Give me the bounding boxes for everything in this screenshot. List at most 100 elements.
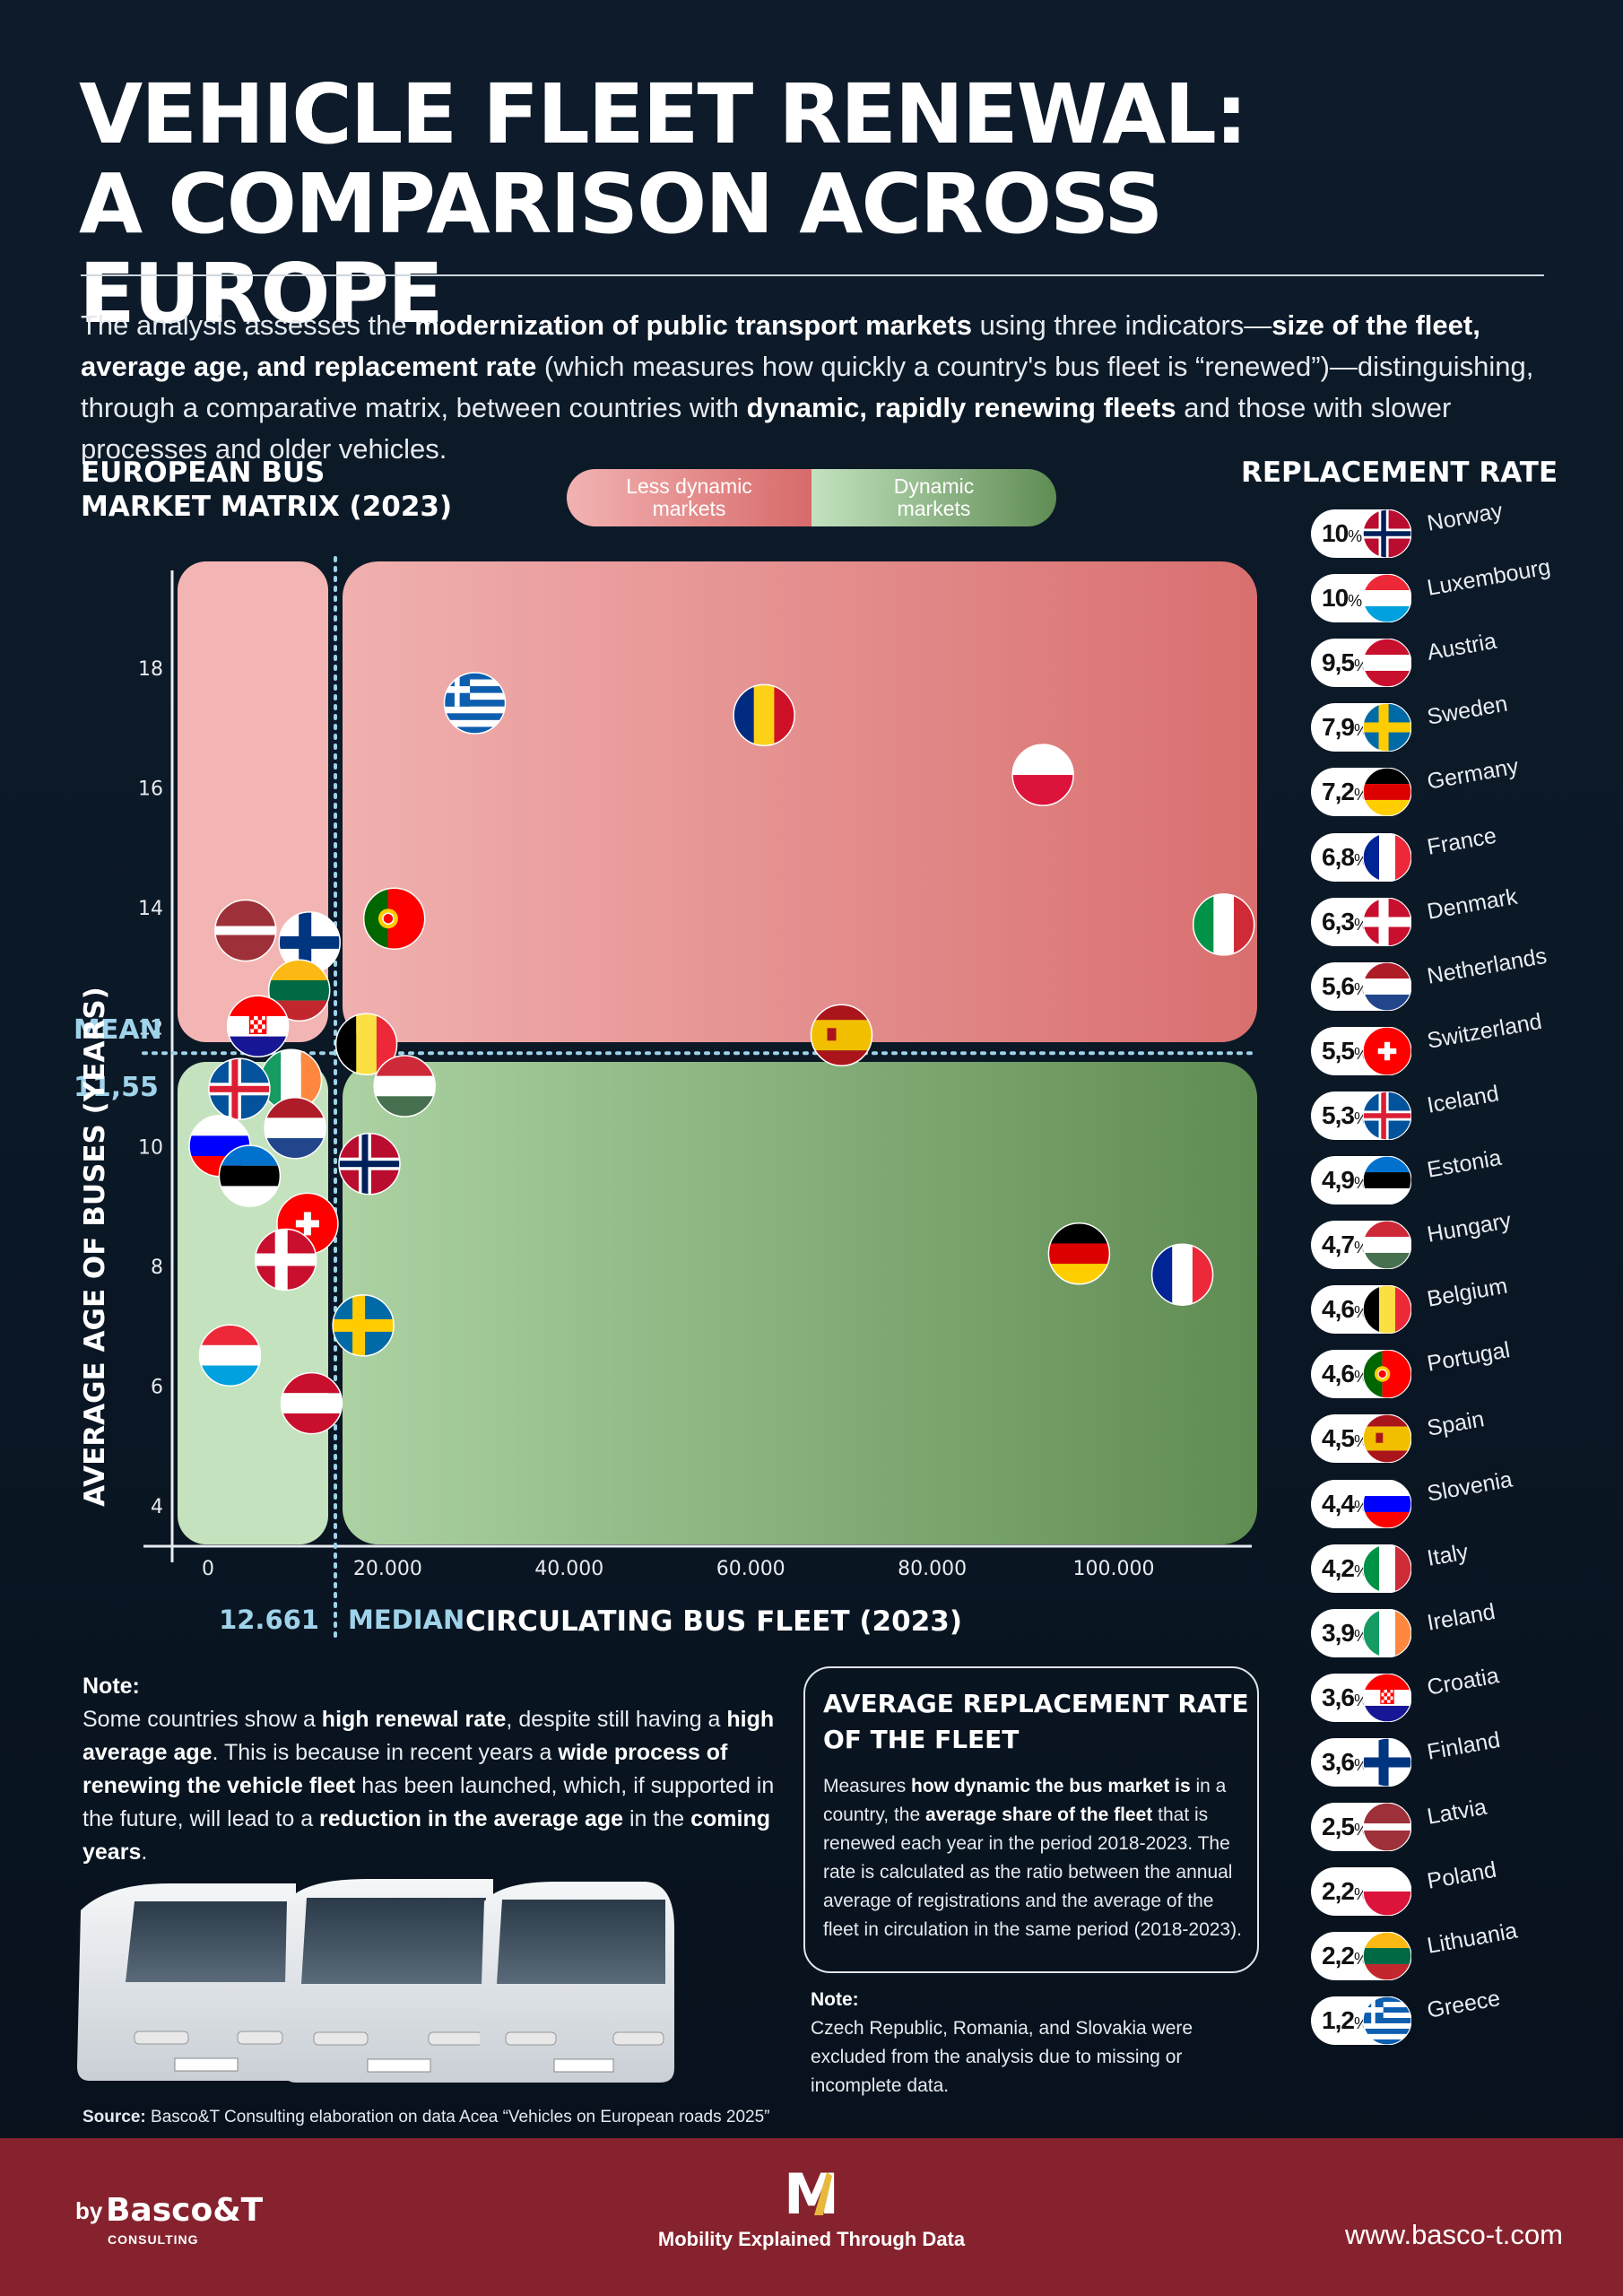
flag-dk-icon bbox=[1363, 897, 1411, 946]
quadrant-top-right bbox=[343, 561, 1257, 1042]
rate-country-name: Poland bbox=[1425, 1857, 1499, 1894]
title-line-1: VEHICLE FLEET RENEWAL: bbox=[79, 66, 1248, 162]
avgbox-description: Measures how dynamic the bus market is i… bbox=[823, 1772, 1245, 1944]
rate-value: 4,9% bbox=[1322, 1166, 1368, 1194]
source-credit: Source: Basco&T Consulting elaboration o… bbox=[82, 2108, 769, 2127]
flag-no-icon bbox=[1363, 509, 1411, 558]
note1-bold: reduction in the average age bbox=[319, 1806, 624, 1831]
note1-text: has been launched, which, if supported i… bbox=[82, 1773, 775, 1831]
x-tick-label: 20.000 bbox=[353, 1558, 422, 1580]
avgbox-text: Measures bbox=[823, 1776, 912, 1796]
point-italy bbox=[1192, 893, 1255, 956]
note-excluded-countries: Note: Czech Republic, Romania, and Slova… bbox=[811, 1986, 1205, 2100]
point-spain bbox=[810, 1004, 873, 1067]
x-tick-labels: 0 20.000 40.000 60.000 80.000 100.000 bbox=[202, 1558, 1154, 1580]
intro-text: and those with slower processes and olde… bbox=[81, 392, 1452, 465]
point-germany bbox=[1047, 1222, 1111, 1285]
avgbox-bold: how dynamic the bus market is bbox=[911, 1776, 1191, 1796]
footer-website: www.basco-t.com bbox=[1345, 2219, 1563, 2250]
rate-country-name: Denmark bbox=[1425, 883, 1520, 925]
replacement-rate-title: REPLACEMENT RATE bbox=[1241, 457, 1558, 489]
flag-gr-icon bbox=[1363, 1996, 1411, 2046]
rate-country-name: Portugal bbox=[1425, 1337, 1513, 1378]
point-romania bbox=[733, 683, 795, 747]
y-tick-label: 4 bbox=[151, 1496, 163, 1518]
avgbox-title-2: OF THE FLEET bbox=[823, 1725, 1020, 1754]
note1-bold: high renewal rate bbox=[321, 1707, 507, 1732]
rate-country-name: Sweden bbox=[1425, 691, 1510, 731]
bus-middle bbox=[283, 1879, 493, 2083]
rate-value: 4,2% bbox=[1322, 1553, 1368, 1582]
note1-bold: coming years bbox=[82, 1806, 771, 1865]
page-title: VEHICLE FLEET RENEWAL: A COMPARISON ACRO… bbox=[79, 70, 1334, 339]
intro-bold: dynamic, rapidly renewing fleets bbox=[746, 392, 1176, 423]
rate-value: 1,2% bbox=[1322, 2006, 1368, 2035]
median-value-label: 12.661 bbox=[219, 1605, 319, 1635]
flag-ch-icon bbox=[1363, 1026, 1411, 1075]
rate-country-name: Netherlands bbox=[1425, 943, 1549, 989]
point-portugal bbox=[362, 887, 426, 950]
y-tick-label: 6 bbox=[151, 1377, 163, 1399]
rate-country-name: Latvia bbox=[1425, 1794, 1489, 1830]
rate-value: 2,5% bbox=[1322, 1813, 1368, 1840]
x-tick-label: 80.000 bbox=[898, 1558, 967, 1580]
point-poland bbox=[1011, 744, 1074, 806]
note1-heading: Note: bbox=[82, 1674, 140, 1699]
rate-value: 10% bbox=[1322, 584, 1362, 613]
flag-at-icon bbox=[1363, 639, 1411, 688]
avgbox-title-1: AVERAGE REPLACEMENT RATE bbox=[823, 1689, 1249, 1718]
matrix-title: EUROPEAN BUS MARKET MATRIX (2023) bbox=[81, 456, 452, 524]
rate-country-name: Spain bbox=[1425, 1406, 1487, 1442]
scatter-chart: 4 6 8 10 12 14 16 18 0 20.000 40.000 60.000 80.000 1… bbox=[74, 556, 1257, 1643]
rate-value: 4,6% bbox=[1322, 1360, 1368, 1388]
m-logo-icon: M bbox=[787, 2163, 836, 2221]
point-iceland bbox=[208, 1057, 271, 1121]
flag-hu-icon bbox=[1363, 1221, 1411, 1270]
rate-country-name: Belgium bbox=[1425, 1273, 1510, 1312]
rate-country-name: Hungary bbox=[1425, 1207, 1514, 1248]
rate-value: 5,6% bbox=[1322, 971, 1368, 1000]
point-estonia bbox=[218, 1144, 282, 1207]
quadrant-bottom-right bbox=[343, 1062, 1257, 1544]
rate-value: 3,6% bbox=[1322, 1683, 1368, 1711]
x-tick-label: 100.000 bbox=[1073, 1558, 1155, 1580]
rate-country-name: Norway bbox=[1425, 498, 1505, 536]
flag-ee-icon bbox=[1363, 1156, 1411, 1205]
intro-text: The analysis assesses the bbox=[81, 309, 415, 341]
point-luxembourg bbox=[198, 1324, 262, 1387]
point-greece bbox=[443, 672, 507, 735]
y-tick-label: 18 bbox=[138, 658, 163, 681]
note1-bold: high average age bbox=[82, 1707, 775, 1765]
y-tick-label: 16 bbox=[138, 778, 163, 800]
x-axis-title: CIRCULATING BUS FLEET (2023) bbox=[465, 1605, 962, 1638]
flag-es-icon bbox=[1363, 1414, 1411, 1464]
point-norway bbox=[338, 1132, 401, 1196]
x-tick-label: 60.000 bbox=[716, 1558, 785, 1580]
point-netherlands bbox=[264, 1096, 326, 1160]
rate-value: 2,2% bbox=[1322, 1942, 1368, 1970]
rate-country-name: Estonia bbox=[1425, 1144, 1504, 1183]
avgbox-text: in a country, the bbox=[823, 1776, 1227, 1825]
legend-less-label-1: Less dynamic bbox=[626, 474, 752, 498]
note1-body: Some countries show a high renewal rate,… bbox=[82, 1703, 791, 1869]
rate-value: 4,5% bbox=[1322, 1424, 1368, 1453]
intro-text: (which measures how quickly a country's … bbox=[81, 351, 1534, 423]
y-axis-title: AVERAGE AGE OF BUSES (YEARS) bbox=[79, 987, 111, 1507]
intro-bold: modernization of public transport market… bbox=[414, 309, 972, 341]
rate-country-name: Italy bbox=[1425, 1538, 1471, 1571]
intro-text: using three indicators— bbox=[972, 309, 1272, 341]
note-high-renewal: Note: Some countries show a high renewal… bbox=[82, 1670, 791, 1869]
chart-legend: Less dynamic markets Dynamic markets bbox=[567, 469, 1056, 526]
rate-value: 3,9% bbox=[1322, 1618, 1368, 1647]
note1-bold: wide process of renewing the vehicle fle… bbox=[82, 1740, 728, 1798]
legend-dynamic: Dynamic markets bbox=[812, 469, 1056, 526]
point-denmark bbox=[254, 1228, 317, 1292]
median-label: MEDIAN bbox=[348, 1605, 464, 1635]
y-tick-label: 10 bbox=[138, 1137, 163, 1160]
rate-value: 6,3% bbox=[1322, 907, 1368, 935]
avgbox-text: that is renewed each year in the period … bbox=[823, 1805, 1242, 1940]
flag-it-icon bbox=[1363, 1544, 1411, 1593]
rate-value: 3,6% bbox=[1322, 1747, 1368, 1776]
rate-country-name: Austria bbox=[1425, 628, 1498, 665]
rate-value: 7,9% bbox=[1322, 713, 1368, 742]
